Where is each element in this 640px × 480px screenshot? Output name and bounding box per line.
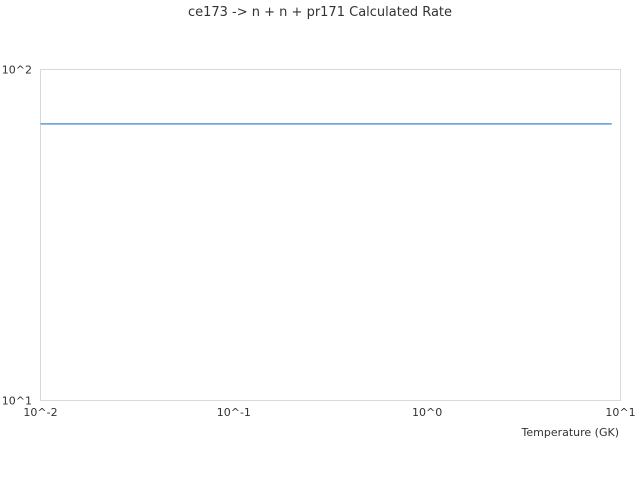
x-tick-label: 10^-2 [23,406,57,419]
x-axis-label: Temperature (GK) [521,426,620,439]
plot-area [40,69,621,401]
x-tick-label: 10^-1 [217,406,251,419]
y-tick-label: 10^1 [2,395,32,408]
x-tick-label: 10^0 [412,406,442,419]
x-tick-label: 10^1 [605,406,635,419]
y-tick-label: 10^2 [2,64,32,77]
chart-title: ce173 -> n + n + pr171 Calculated Rate [188,5,452,20]
